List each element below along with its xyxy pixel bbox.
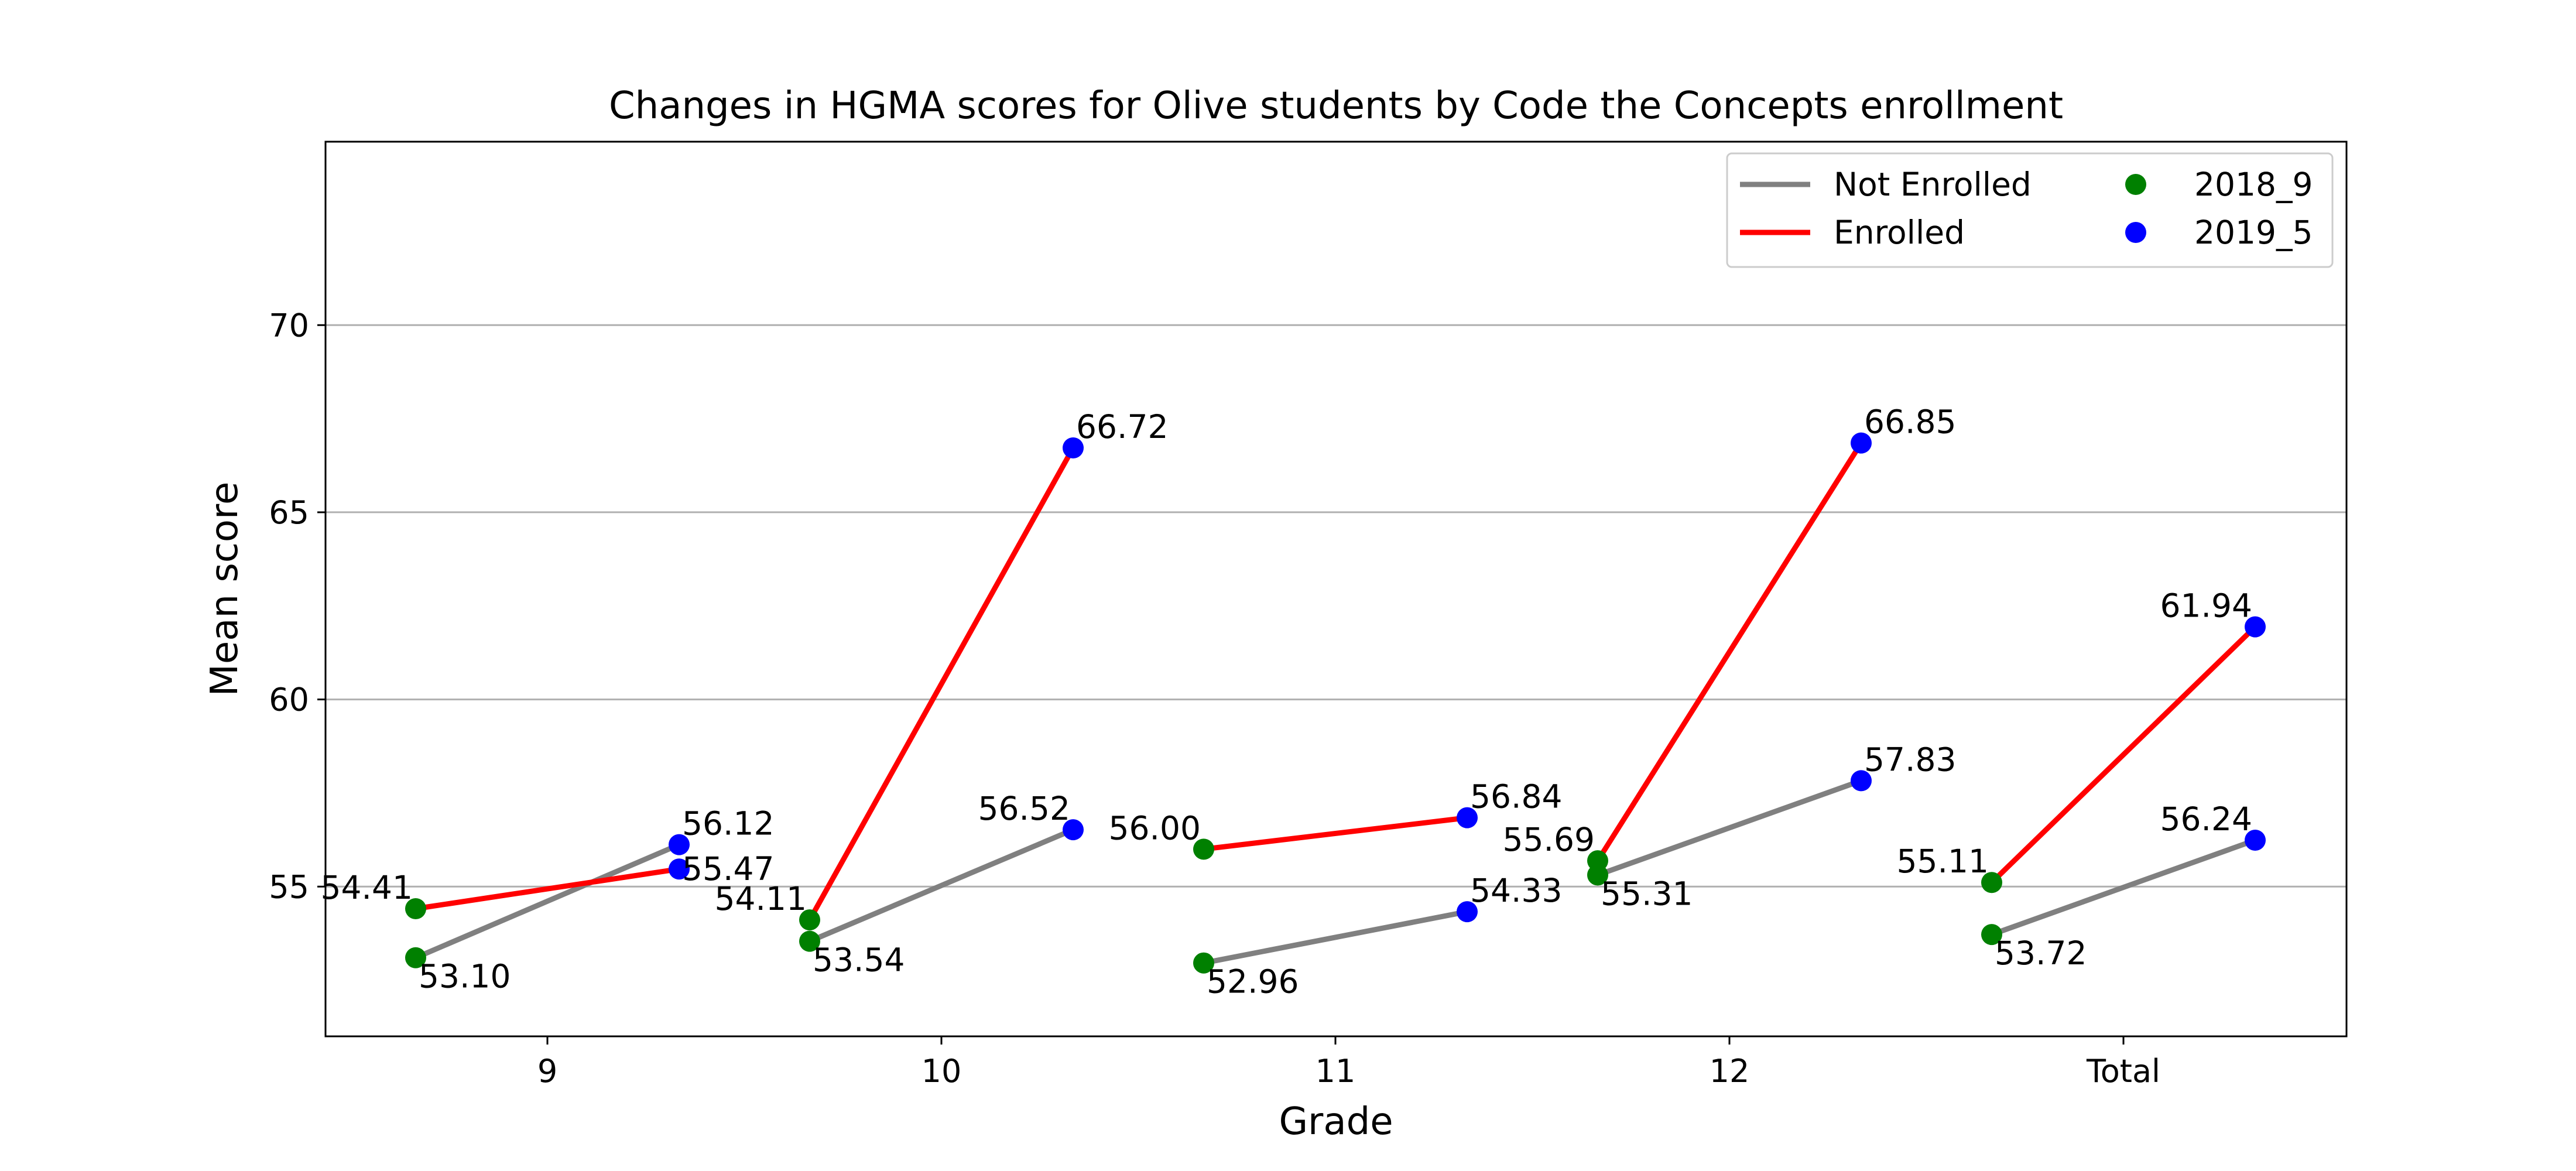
legend: Not Enrolled Enrolled 2018_9 2019_5 (1726, 152, 2334, 268)
legend-label: Not Enrolled (1834, 166, 2032, 203)
data-points (405, 432, 2266, 974)
x-axis-ticks: 9 10 11 12 Total (537, 1036, 2160, 1090)
series-line-enrolled (1989, 625, 2258, 885)
legend-marker-swatch (2125, 174, 2146, 195)
data-label: 53.72 (1995, 934, 2087, 972)
y-tick-label: 55 (269, 868, 309, 905)
y-axis-label: Mean score (203, 482, 246, 697)
x-axis-label: Grade (1279, 1100, 1393, 1143)
data-labels: 53.10 53.54 52.96 55.31 53.72 56.12 56.52 54.33… (321, 403, 2252, 1001)
data-point-end (1851, 770, 1872, 792)
data-point-end (1457, 901, 1478, 923)
series-line-enrolled (1595, 441, 1864, 862)
series-line-not-enrolled (1203, 909, 1468, 966)
series-line-not-enrolled (1597, 778, 1862, 878)
data-label: 54.33 (1470, 872, 1562, 909)
series-line-not-enrolled (1991, 837, 2256, 937)
series-line-enrolled (807, 446, 1075, 922)
data-point-end (1063, 437, 1084, 458)
series-line-enrolled (415, 866, 680, 912)
data-point-start (1193, 952, 1214, 974)
x-tick-label: 9 (537, 1053, 557, 1090)
legend-box (1726, 152, 2334, 268)
data-label: 66.85 (1864, 403, 1956, 441)
data-label: 54.41 (321, 869, 413, 906)
x-tick-label: 11 (1316, 1053, 1356, 1090)
data-point-end (2245, 616, 2266, 638)
data-point-start (1193, 838, 1214, 860)
data-label: 56.24 (2160, 800, 2252, 838)
legend-marker-swatch (2125, 222, 2146, 243)
data-label: 53.54 (813, 941, 905, 979)
data-label: 57.83 (1864, 741, 1956, 778)
data-label: 61.94 (2160, 587, 2252, 625)
data-label: 55.31 (1601, 875, 1693, 912)
y-tick-label: 70 (269, 307, 309, 344)
data-point-start (1981, 924, 2002, 946)
plot-frame (324, 141, 2348, 1038)
data-label: 54.11 (715, 880, 807, 917)
data-label: 52.96 (1207, 963, 1299, 1001)
data-point-end (669, 834, 690, 855)
data-label: 53.10 (419, 958, 511, 995)
data-point-end (1457, 807, 1478, 828)
legend-label: 2018_9 (2194, 166, 2313, 203)
data-point-start (1587, 850, 1608, 872)
legend-label: 2019_5 (2194, 214, 2313, 251)
series (415, 441, 2258, 966)
data-label: 55.69 (1503, 821, 1595, 858)
y-tick-label: 60 (269, 682, 309, 718)
x-tick-label: Total (2086, 1053, 2160, 1090)
data-label: 66.72 (1076, 408, 1168, 446)
data-point-end (1063, 819, 1084, 841)
data-point-start (799, 909, 820, 931)
data-label: 56.00 (1109, 809, 1201, 847)
data-label: 56.12 (682, 805, 774, 843)
data-label: 55.11 (1897, 843, 1989, 880)
data-point-start (405, 947, 426, 968)
grid (326, 324, 2347, 888)
data-point-end (1851, 432, 1872, 454)
data-label: 55.47 (682, 850, 774, 888)
data-point-start (405, 898, 426, 919)
chart-title: Changes in HGMA scores for Olive student… (609, 84, 2063, 128)
data-point-end (2245, 829, 2266, 851)
legend-label: Enrolled (1834, 214, 1965, 251)
series-line-enrolled (1203, 815, 1468, 852)
y-axis-ticks: 55 60 65 70 (269, 307, 326, 905)
data-label: 56.84 (1470, 778, 1562, 816)
data-point-start (799, 930, 820, 952)
x-tick-label: 10 (922, 1053, 962, 1090)
data-point-start (1981, 872, 2002, 893)
data-label: 56.52 (978, 790, 1070, 827)
data-point-end (669, 858, 690, 880)
series-line-not-enrolled (415, 842, 680, 960)
y-tick-label: 65 (269, 494, 309, 531)
x-tick-label: 12 (1710, 1053, 1750, 1090)
series-line-not-enrolled (809, 827, 1074, 944)
